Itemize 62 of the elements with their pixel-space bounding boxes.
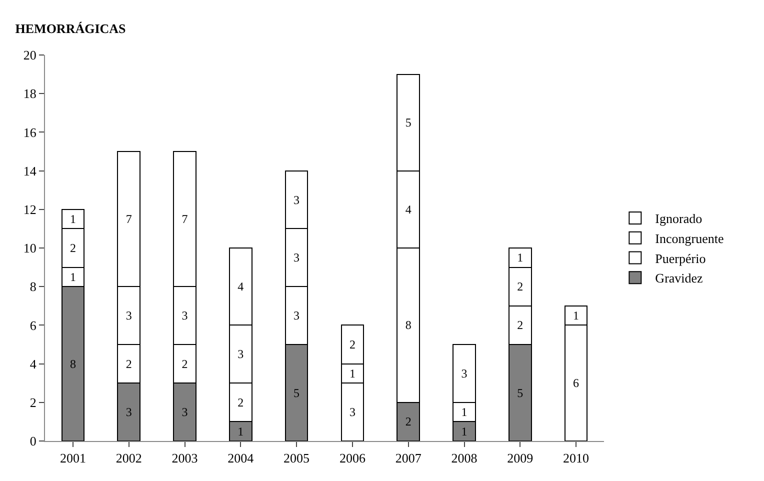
y-tick-label: 10 xyxy=(23,240,36,256)
data-label: 3 xyxy=(126,308,132,323)
data-label: 5 xyxy=(294,386,300,400)
y-tick-label: 14 xyxy=(23,163,37,178)
data-label: 2 xyxy=(405,414,412,429)
data-label: 2 xyxy=(349,338,356,352)
data-label: 3 xyxy=(349,405,356,420)
x-tick-label: 2002 xyxy=(116,450,142,466)
data-label: 5 xyxy=(517,386,524,400)
x-tick-label: 2004 xyxy=(228,450,254,466)
data-label: 1 xyxy=(517,250,524,265)
data-label: 4 xyxy=(238,280,244,294)
legend-label: Gravidez xyxy=(655,270,704,286)
data-label: 3 xyxy=(126,405,132,420)
data-label: 1 xyxy=(238,424,244,438)
data-label: 2 xyxy=(126,356,132,371)
legend-label: Puerpério xyxy=(655,250,706,266)
data-label: 3 xyxy=(238,347,244,362)
data-label: 2 xyxy=(238,395,244,410)
x-tick-label: 2001 xyxy=(60,450,86,466)
y-tick-label: 18 xyxy=(23,86,36,102)
data-label: 5 xyxy=(405,116,412,130)
y-tick-label: 8 xyxy=(30,279,36,294)
y-tick-label: 4 xyxy=(30,356,37,372)
y-tick-label: 16 xyxy=(23,124,37,140)
legend-label: Incongruente xyxy=(655,230,724,246)
data-label: 1 xyxy=(461,405,468,420)
data-label: 8 xyxy=(70,356,76,371)
x-tick-label: 2008 xyxy=(451,450,478,466)
legend-label: Ignorado xyxy=(655,211,702,226)
x-tick-label: 2006 xyxy=(339,450,366,466)
data-label: 7 xyxy=(126,212,132,226)
data-label: 3 xyxy=(294,192,300,207)
data-label: 4 xyxy=(405,202,412,216)
data-label: 7 xyxy=(182,212,188,226)
data-label: 2 xyxy=(517,280,524,294)
data-label: 1 xyxy=(349,366,356,380)
data-label: 6 xyxy=(573,376,580,390)
chart-title: HEMORRÁGICAS xyxy=(15,21,126,36)
x-tick-label: 2003 xyxy=(172,450,198,466)
x-tick-label: 2010 xyxy=(563,450,590,466)
y-tick-label: 0 xyxy=(30,434,36,449)
x-tick-label: 2007 xyxy=(395,450,422,466)
data-label: 1 xyxy=(70,212,76,226)
data-label: 3 xyxy=(461,366,468,380)
y-tick-label: 20 xyxy=(23,48,36,63)
y-tick-label: 2 xyxy=(30,394,36,410)
data-label: 2 xyxy=(182,356,188,371)
y-tick-label: 6 xyxy=(30,318,37,333)
data-label: 2 xyxy=(517,318,524,332)
x-tick-label: 2005 xyxy=(284,450,310,466)
data-label: 3 xyxy=(294,308,300,323)
x-tick-label: 2009 xyxy=(507,450,534,466)
data-label: 3 xyxy=(182,308,188,323)
data-label: 1 xyxy=(70,270,76,284)
data-label: 8 xyxy=(405,318,412,332)
data-label: 1 xyxy=(461,424,468,438)
data-label: 3 xyxy=(294,250,300,265)
y-tick-label: 12 xyxy=(23,202,36,217)
data-label: 2 xyxy=(70,241,76,255)
data-label: 1 xyxy=(573,308,580,323)
data-label: 3 xyxy=(182,405,188,420)
